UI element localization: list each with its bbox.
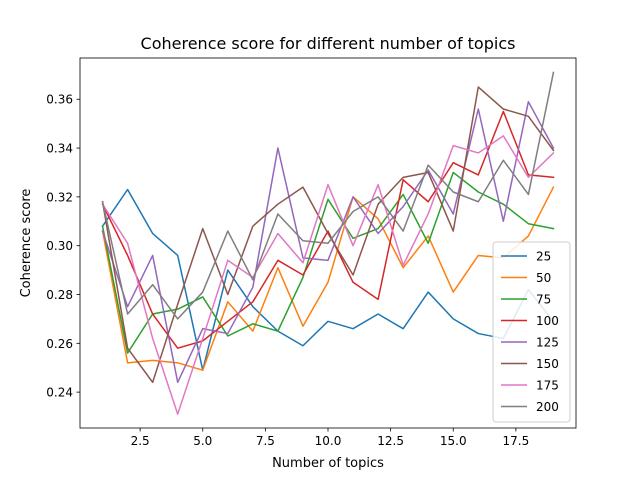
- series-line-200: [101, 71, 555, 320]
- y-tick-label: 0.28: [46, 288, 73, 302]
- legend-label-200: 200: [536, 400, 559, 414]
- series-line-100: [101, 110, 555, 349]
- legend-label-25: 25: [536, 250, 551, 264]
- x-axis-label: Number of topics: [272, 456, 384, 471]
- chart-title: Coherence score for different number of …: [141, 34, 516, 53]
- x-tick-label: 5.0: [193, 434, 212, 448]
- series-line-125: [101, 100, 555, 384]
- legend-label-150: 150: [536, 357, 559, 371]
- y-tick-label: 0.30: [46, 239, 73, 253]
- series-line-25: [101, 188, 555, 371]
- y-tick-label: 0.24: [46, 386, 73, 400]
- series-line-50: [101, 186, 555, 371]
- legend-label-100: 100: [536, 314, 559, 328]
- y-ticks: 0.24 0.26 0.28 0.30 0.32 0.34 0.36: [46, 93, 80, 400]
- legend-box: [492, 241, 571, 423]
- x-tick-label: 2.5: [131, 434, 150, 448]
- x-ticks: 2.5 5.0 7.5 10.0 12.5 15.0 17.5: [131, 428, 530, 448]
- y-axis-label: Coherence score: [19, 189, 34, 298]
- x-tick-label: 10.0: [315, 434, 342, 448]
- legend-label-50: 50: [536, 271, 551, 285]
- series-layer: [101, 71, 555, 415]
- legend-label-125: 125: [536, 336, 559, 350]
- series-line-75: [101, 171, 555, 354]
- x-tick-label: 12.5: [377, 434, 404, 448]
- y-tick-label: 0.32: [46, 190, 73, 204]
- y-tick-label: 0.36: [46, 93, 73, 107]
- x-tick-label: 17.5: [503, 434, 530, 448]
- x-tick-label: 7.5: [256, 434, 275, 448]
- y-tick-label: 0.26: [46, 337, 73, 351]
- legend: 25 50 75 100 125 150 175 200: [492, 241, 571, 423]
- y-tick-label: 0.34: [46, 142, 73, 156]
- legend-label-75: 75: [536, 293, 551, 307]
- series-line-150: [101, 86, 555, 384]
- series-line-175: [101, 135, 555, 415]
- x-tick-label: 15.0: [440, 434, 467, 448]
- legend-label-175: 175: [536, 379, 559, 393]
